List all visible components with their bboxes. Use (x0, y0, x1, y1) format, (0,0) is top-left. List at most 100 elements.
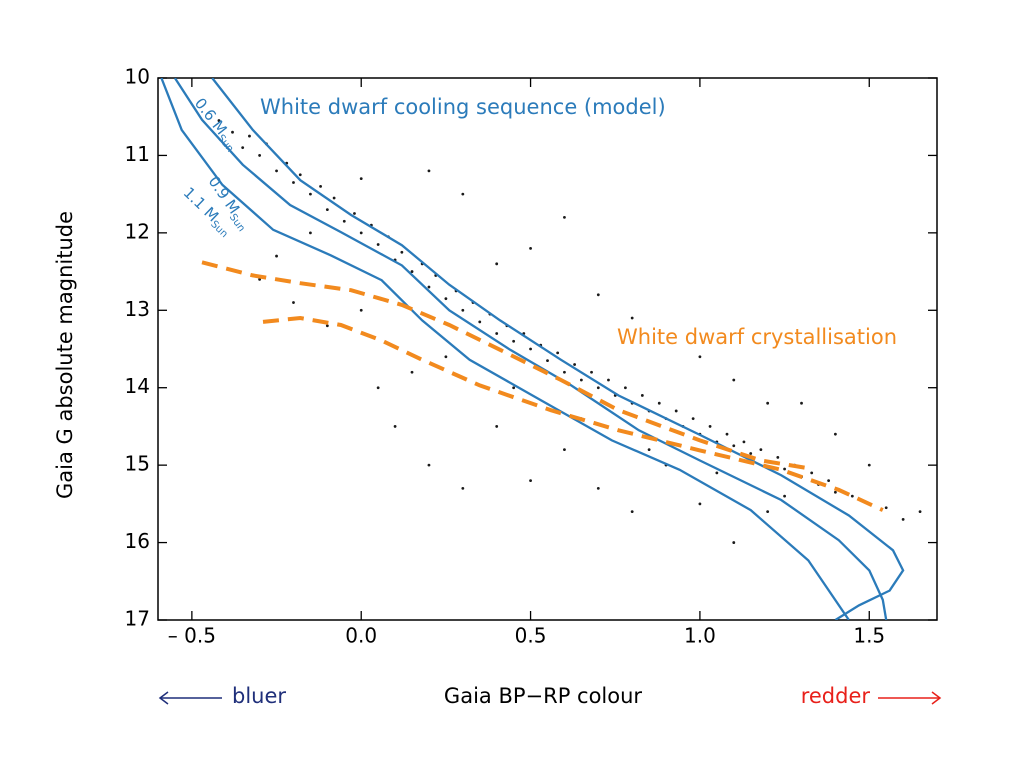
annotation: White dwarf crystallisation (617, 325, 897, 349)
star-point (275, 169, 278, 173)
star-point (410, 270, 414, 273)
x-tick-label: 1.5 (853, 624, 885, 648)
star-point (342, 219, 346, 223)
star-point (309, 192, 312, 196)
star-point (766, 510, 770, 513)
star-point (783, 494, 786, 498)
star-point (529, 347, 532, 351)
star-point (850, 494, 854, 498)
star-point (884, 506, 888, 510)
y-tick-label: 12 (125, 219, 150, 243)
star-point (810, 471, 814, 475)
star-point (461, 486, 465, 490)
x-tick-label: – 0.5 (168, 624, 216, 648)
star-point (766, 401, 770, 405)
star-point (319, 185, 322, 188)
y-tick-label: 15 (125, 452, 150, 476)
star-point (495, 262, 499, 266)
star-point (827, 479, 831, 483)
star-point (732, 444, 736, 448)
star-point (556, 351, 560, 355)
right-arrow-head (931, 691, 942, 705)
star-point (783, 467, 786, 471)
star-point (725, 432, 729, 436)
star-point (325, 208, 329, 212)
crystallisation-line (201, 260, 809, 471)
star-point (444, 355, 448, 359)
star-point (640, 394, 644, 397)
star-point (698, 355, 702, 359)
star-point (353, 212, 356, 215)
star-point (590, 370, 593, 374)
star-point (579, 378, 583, 382)
star-point (478, 320, 482, 324)
star-point (624, 386, 627, 390)
star-point (495, 332, 499, 335)
x-tick-label: 0.0 (345, 624, 377, 648)
star-point (596, 486, 600, 490)
star-point (749, 452, 753, 455)
plot-frame (157, 77, 938, 621)
star-point (376, 386, 380, 390)
star-point (400, 250, 404, 254)
star-point (512, 339, 516, 343)
x-tick-label: 0.5 (515, 624, 547, 648)
star-point (512, 386, 516, 390)
star-point (563, 215, 566, 219)
direction-label: bluer (232, 684, 286, 708)
star-point (359, 231, 363, 235)
direction-label: redder (801, 684, 871, 708)
y-tick-label: 11 (125, 142, 150, 166)
star-point (298, 173, 302, 177)
star-point (427, 285, 431, 289)
star-point (715, 471, 719, 475)
cooling-line (173, 78, 888, 620)
plot-area (160, 78, 922, 620)
star-point (596, 386, 600, 390)
star-point (596, 293, 600, 297)
star-point (529, 246, 532, 250)
star-point (732, 378, 736, 382)
star-point (759, 448, 763, 452)
star-point (708, 425, 712, 428)
crystallisation-line (262, 315, 884, 512)
star-point (630, 510, 634, 513)
star-point (833, 432, 837, 436)
star-point (742, 440, 746, 444)
star-point (546, 359, 549, 363)
star-point (359, 177, 363, 181)
star-point (698, 502, 702, 506)
star-point (325, 324, 329, 328)
star-point (241, 146, 245, 150)
star-point (427, 169, 431, 173)
star-point (410, 370, 414, 374)
star-point (359, 308, 363, 312)
cooling-line (160, 78, 850, 620)
star-point (275, 254, 278, 258)
star-point (918, 510, 922, 513)
star-point (461, 308, 465, 312)
star-point (573, 363, 576, 366)
star-point (309, 231, 312, 235)
left-arrow-head (158, 691, 169, 705)
star-point (231, 130, 234, 134)
star-point (376, 243, 380, 246)
annotation: White dwarf cooling sequence (model) (260, 95, 666, 119)
x-tick-label: 1.0 (684, 624, 716, 648)
star-point (901, 517, 905, 521)
star-point (657, 401, 661, 405)
star-point (258, 154, 262, 157)
star-point (776, 456, 780, 459)
star-point (217, 119, 221, 122)
star-point (800, 401, 803, 405)
star-point (393, 425, 397, 428)
star-point (732, 541, 736, 544)
y-tick-label: 17 (125, 607, 150, 631)
star-point (461, 192, 465, 196)
star-point (292, 301, 295, 304)
star-point (867, 463, 871, 467)
star-point (529, 479, 532, 483)
star-point (248, 134, 251, 138)
y-tick-label: 13 (125, 297, 150, 321)
